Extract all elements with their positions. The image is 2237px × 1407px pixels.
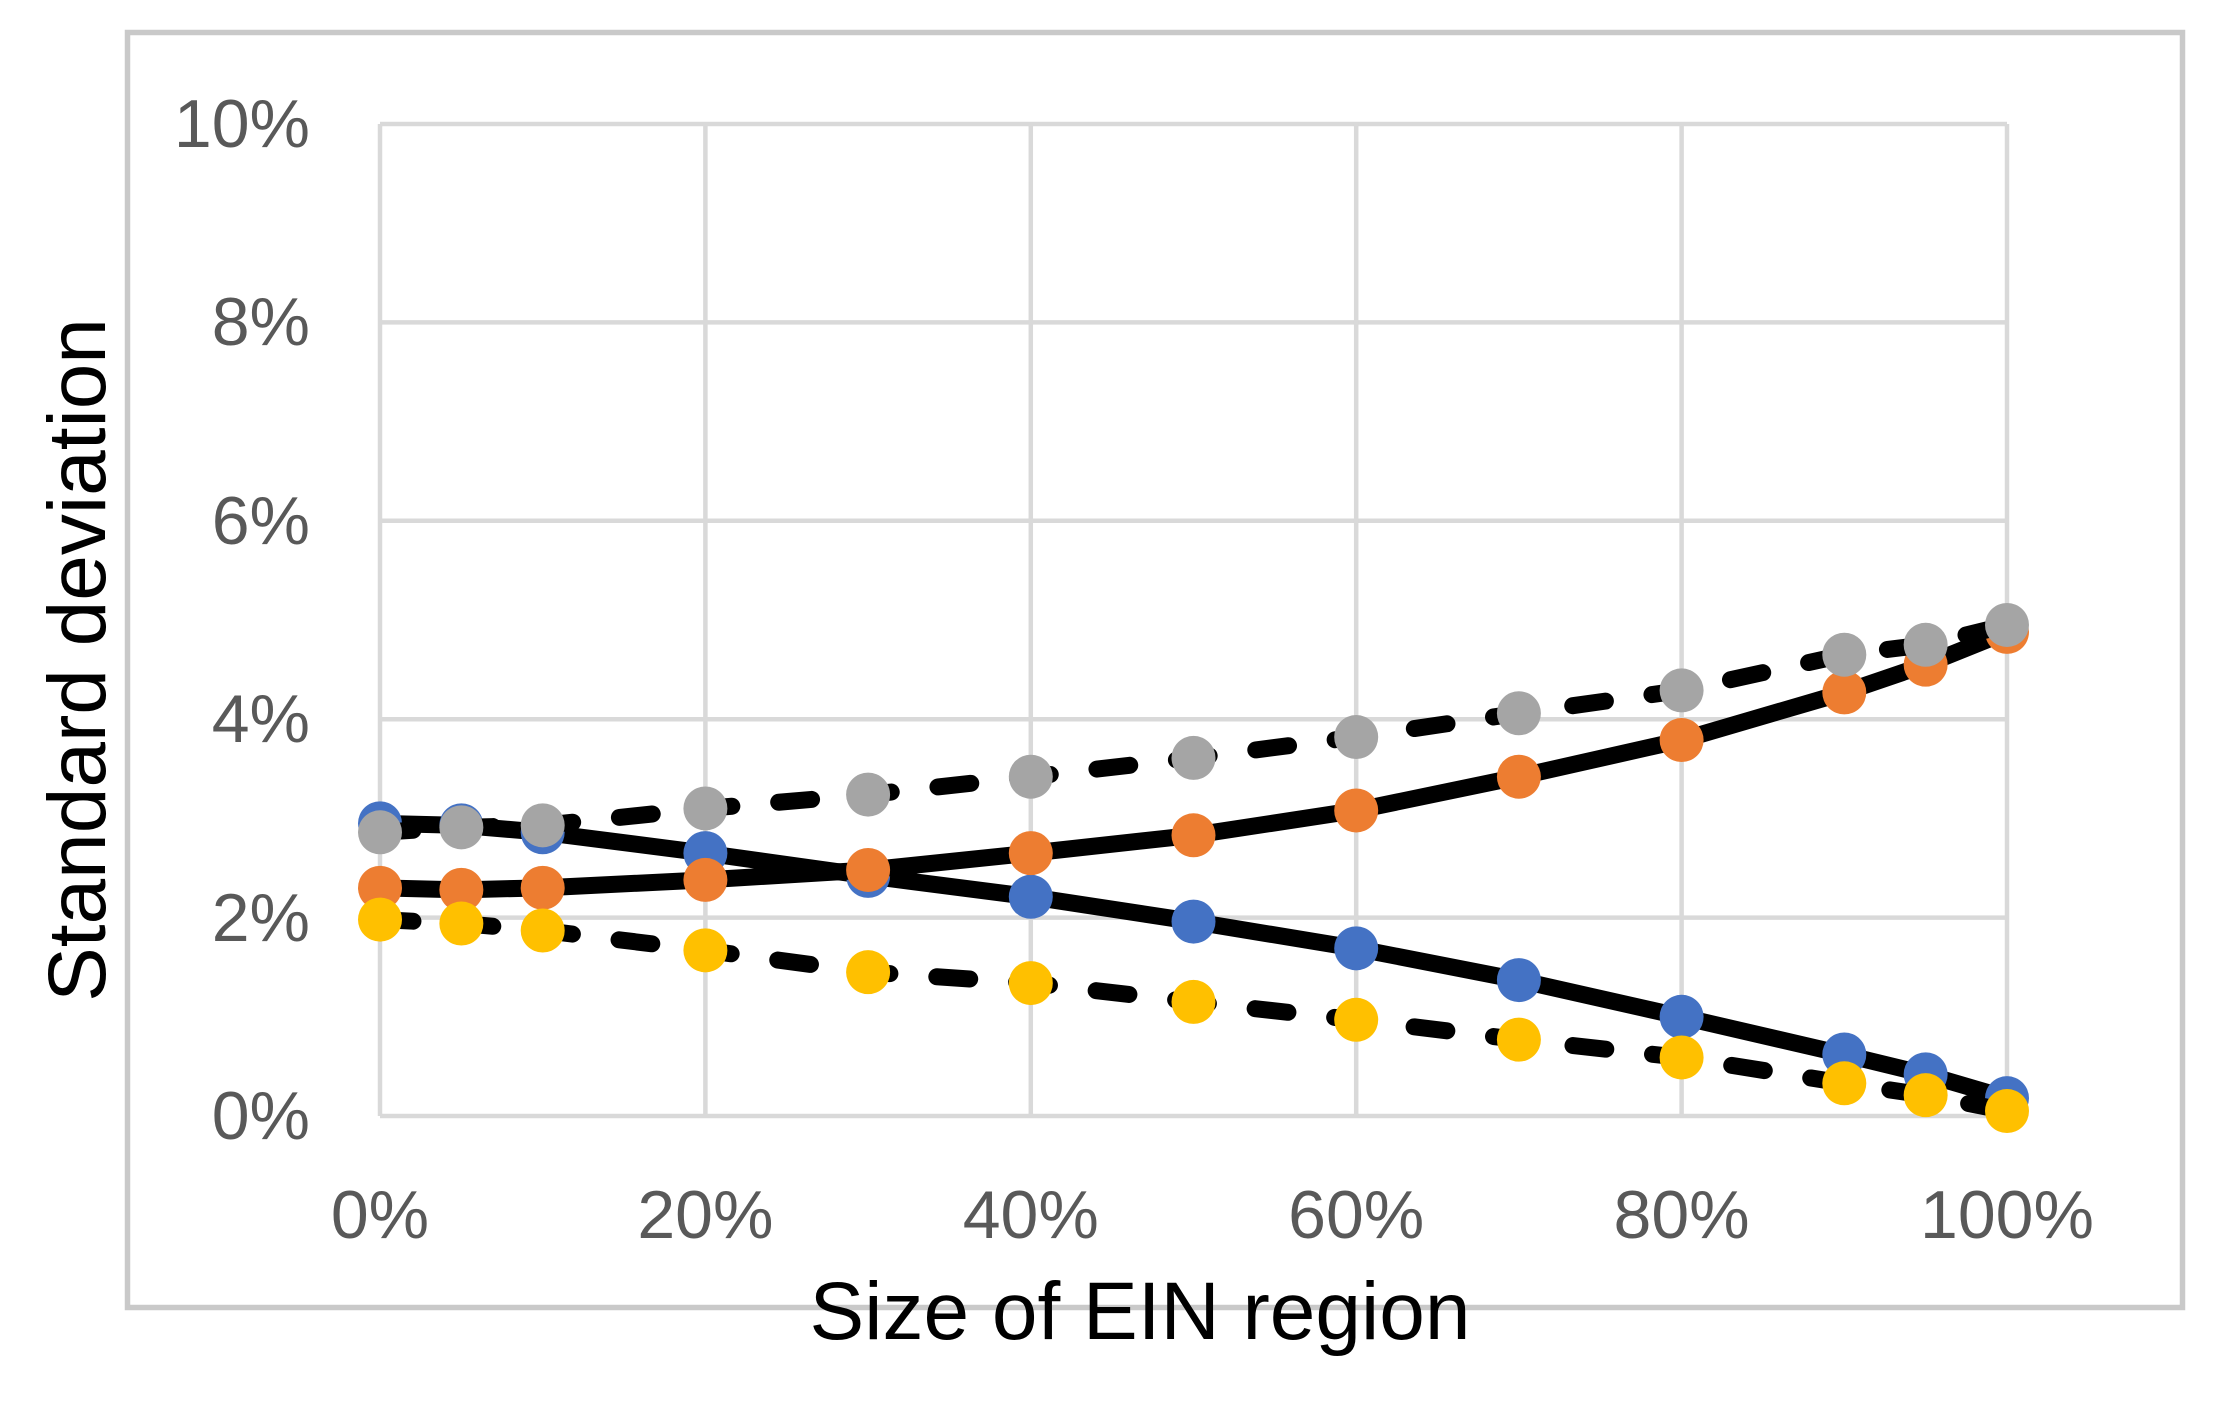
series-line-gray-dashed (371, 616, 2016, 841)
marker-yellow-dashed (439, 901, 484, 946)
marker-yellow-dashed (1903, 1073, 1948, 1118)
marker-orange-solid (1822, 670, 1867, 715)
marker-gray-dashed (358, 810, 402, 855)
marker-orange-solid (1659, 718, 1704, 763)
marker-yellow-dashed (683, 928, 728, 973)
series-line-blue-solid (371, 814, 2016, 1107)
x-axis-title: Size of EIN region (809, 1266, 1471, 1357)
marker-blue-solid (1334, 926, 1379, 971)
y-tick-label: 6% (211, 482, 310, 559)
marker-yellow-dashed (1008, 961, 1053, 1006)
y-tick-label: 8% (211, 284, 310, 361)
marker-yellow-dashed (1659, 1035, 1704, 1080)
x-tick-label: 60% (1288, 1177, 1425, 1253)
marker-gray-dashed (1171, 735, 1216, 780)
marker-orange-solid (1334, 788, 1379, 833)
y-tick-label: 4% (211, 681, 310, 758)
x-tick-label: 80% (1613, 1177, 1750, 1253)
marker-orange-solid (683, 857, 728, 902)
x-tick-label: 0% (330, 1177, 430, 1253)
x-tick-label: 20% (637, 1177, 774, 1253)
chart-border (124, 29, 2186, 1311)
marker-yellow-dashed (846, 950, 891, 995)
marker-orange-solid (520, 865, 565, 910)
marker-orange-solid (846, 847, 891, 892)
marker-gray-dashed (1496, 691, 1541, 736)
marker-blue-solid (1171, 899, 1216, 944)
marker-blue-solid (1659, 994, 1704, 1039)
marker-gray-dashed (846, 772, 891, 817)
x-tick-label: 40% (962, 1177, 1099, 1253)
marker-gray-dashed (439, 805, 484, 850)
marker-gray-dashed (1985, 602, 2029, 647)
marker-yellow-dashed (1334, 997, 1379, 1042)
marker-gray-dashed (1659, 668, 1704, 713)
marker-orange-solid (1171, 813, 1216, 858)
y-tick-label: 10% (173, 86, 310, 162)
marker-blue-solid (1008, 874, 1053, 919)
y-tick-label: 2% (211, 879, 310, 956)
marker-yellow-dashed (520, 908, 565, 953)
marker-gray-dashed (683, 786, 728, 831)
marker-orange-solid (1496, 754, 1541, 799)
marker-orange-solid (439, 867, 484, 912)
y-tick-label: 0% (211, 1078, 310, 1154)
marker-gray-dashed (1008, 754, 1053, 799)
y-axis-title: Standard deviation (32, 318, 123, 1002)
marker-yellow-dashed (1496, 1017, 1541, 1062)
marker-yellow-dashed (1822, 1061, 1867, 1106)
marker-orange-solid (1008, 831, 1053, 876)
marker-yellow-dashed (1985, 1089, 2029, 1134)
marker-gray-dashed (1903, 622, 1948, 667)
marker-orange-solid (358, 865, 402, 910)
marker-blue-solid (1496, 958, 1541, 1003)
marker-gray-dashed (1822, 632, 1867, 677)
marker-gray-dashed (1334, 715, 1379, 760)
x-tick-label: 100% (1920, 1177, 2094, 1253)
marker-gray-dashed (520, 803, 565, 848)
marker-yellow-dashed (358, 897, 402, 942)
marker-yellow-dashed (1171, 979, 1216, 1024)
